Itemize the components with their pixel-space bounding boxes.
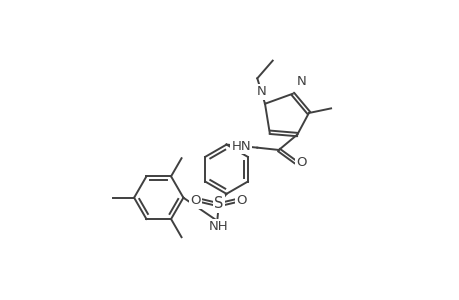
Text: N: N — [296, 75, 306, 88]
Text: O: O — [190, 194, 201, 207]
Text: HN: HN — [231, 140, 251, 153]
Text: O: O — [236, 194, 246, 207]
Text: S: S — [213, 196, 223, 211]
Text: NH: NH — [208, 220, 228, 233]
Text: N: N — [257, 85, 266, 98]
Text: O: O — [296, 156, 307, 169]
